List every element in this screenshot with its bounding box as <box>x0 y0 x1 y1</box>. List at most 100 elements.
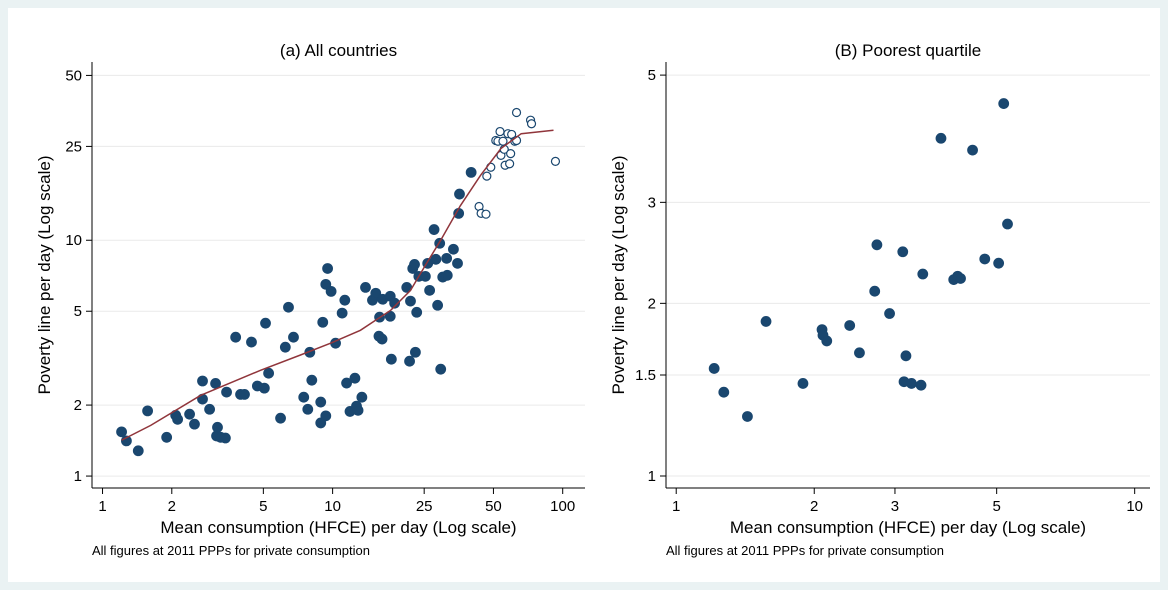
x-axis-title: Mean consumption (HFCE) per day (Log sca… <box>730 518 1086 537</box>
data-point <box>341 377 352 389</box>
data-point <box>481 209 491 219</box>
x-tick-label: 1 <box>672 498 680 515</box>
data-point <box>279 341 291 353</box>
x-tick-label: 2 <box>168 498 176 515</box>
y-tick-label: 2 <box>648 295 656 312</box>
data-point <box>404 355 415 367</box>
data-point <box>161 431 173 443</box>
data-point <box>550 156 561 166</box>
data-point <box>441 252 453 264</box>
data-point <box>708 363 720 374</box>
data-point <box>184 408 195 420</box>
data-point <box>246 336 257 348</box>
x-tick-label: 5 <box>259 498 267 515</box>
x-tick-label: 3 <box>891 498 899 515</box>
data-point <box>376 333 388 345</box>
chart-title: (a) All countries <box>280 41 397 60</box>
data-point <box>142 405 154 417</box>
data-point <box>258 382 270 394</box>
data-point <box>448 243 459 255</box>
data-point <box>221 386 232 398</box>
data-point <box>760 316 772 327</box>
data-point <box>718 386 730 398</box>
data-point <box>239 388 250 400</box>
data-point <box>336 307 348 319</box>
data-point <box>325 285 337 297</box>
data-point <box>935 132 947 144</box>
x-tick-label: 25 <box>416 498 433 515</box>
data-point <box>288 331 299 343</box>
y-tick-label: 50 <box>65 67 82 84</box>
data-point <box>506 149 516 159</box>
data-point <box>917 268 929 280</box>
note: All figures at 2011 PPPs for private con… <box>92 543 370 558</box>
x-tick-label: 50 <box>485 498 502 515</box>
data-point <box>298 391 310 403</box>
y-tick-label: 1 <box>648 468 656 485</box>
data-point <box>349 372 361 384</box>
data-point <box>306 374 318 386</box>
fit-line <box>121 129 554 441</box>
x-tick-label: 5 <box>992 498 1000 515</box>
data-point <box>370 287 382 299</box>
x-axis-title: Mean consumption (HFCE) per day (Log sca… <box>160 518 516 537</box>
data-point <box>452 257 463 269</box>
x-tick-label: 10 <box>1126 498 1143 515</box>
data-point <box>275 412 286 424</box>
y-axis-title: Poverty line per day (Log scale) <box>609 155 628 394</box>
data-point <box>1002 218 1013 230</box>
data-point <box>320 278 332 290</box>
data-point <box>385 353 397 365</box>
data-point <box>315 396 327 408</box>
data-point <box>322 263 333 274</box>
data-point <box>405 295 416 307</box>
data-point <box>302 403 314 415</box>
data-point <box>283 301 294 313</box>
data-point <box>320 410 332 422</box>
data-point <box>360 282 371 293</box>
x-tick-label: 2 <box>810 498 818 515</box>
x-tick-label: 10 <box>324 498 341 515</box>
chart-title: (B) Poorest quartile <box>835 41 981 60</box>
x-tick-label: 1 <box>98 498 106 515</box>
data-point <box>906 378 917 389</box>
data-point <box>797 378 809 389</box>
data-point <box>511 107 522 118</box>
data-point <box>979 253 991 265</box>
data-point <box>260 317 271 329</box>
data-point <box>419 270 431 282</box>
data-point <box>821 335 833 347</box>
data-point <box>897 246 909 258</box>
y-tick-label: 10 <box>65 232 82 249</box>
data-point <box>432 299 444 311</box>
data-point <box>435 363 447 375</box>
data-point <box>410 346 421 358</box>
data-point <box>172 413 184 425</box>
note: All figures at 2011 PPPs for private con… <box>666 543 944 558</box>
data-point <box>967 144 978 156</box>
data-point <box>212 421 223 433</box>
data-point <box>339 294 351 306</box>
data-point <box>482 171 492 181</box>
data-point <box>498 136 508 146</box>
data-point <box>844 320 856 331</box>
data-point <box>871 239 883 251</box>
data-point <box>428 224 440 235</box>
y-tick-label: 1 <box>74 468 82 485</box>
data-point <box>430 253 442 265</box>
data-point <box>230 331 242 343</box>
data-point <box>884 308 895 319</box>
data-point <box>465 166 477 178</box>
data-point <box>132 445 144 457</box>
y-tick-label: 2 <box>74 397 82 414</box>
x-tick-label: 100 <box>550 498 575 515</box>
data-point <box>424 284 436 296</box>
y-tick-label: 3 <box>648 194 656 211</box>
data-point <box>869 285 881 297</box>
data-point <box>389 297 401 309</box>
data-point <box>993 257 1005 269</box>
y-tick-label: 5 <box>74 303 82 320</box>
data-point <box>356 391 368 403</box>
